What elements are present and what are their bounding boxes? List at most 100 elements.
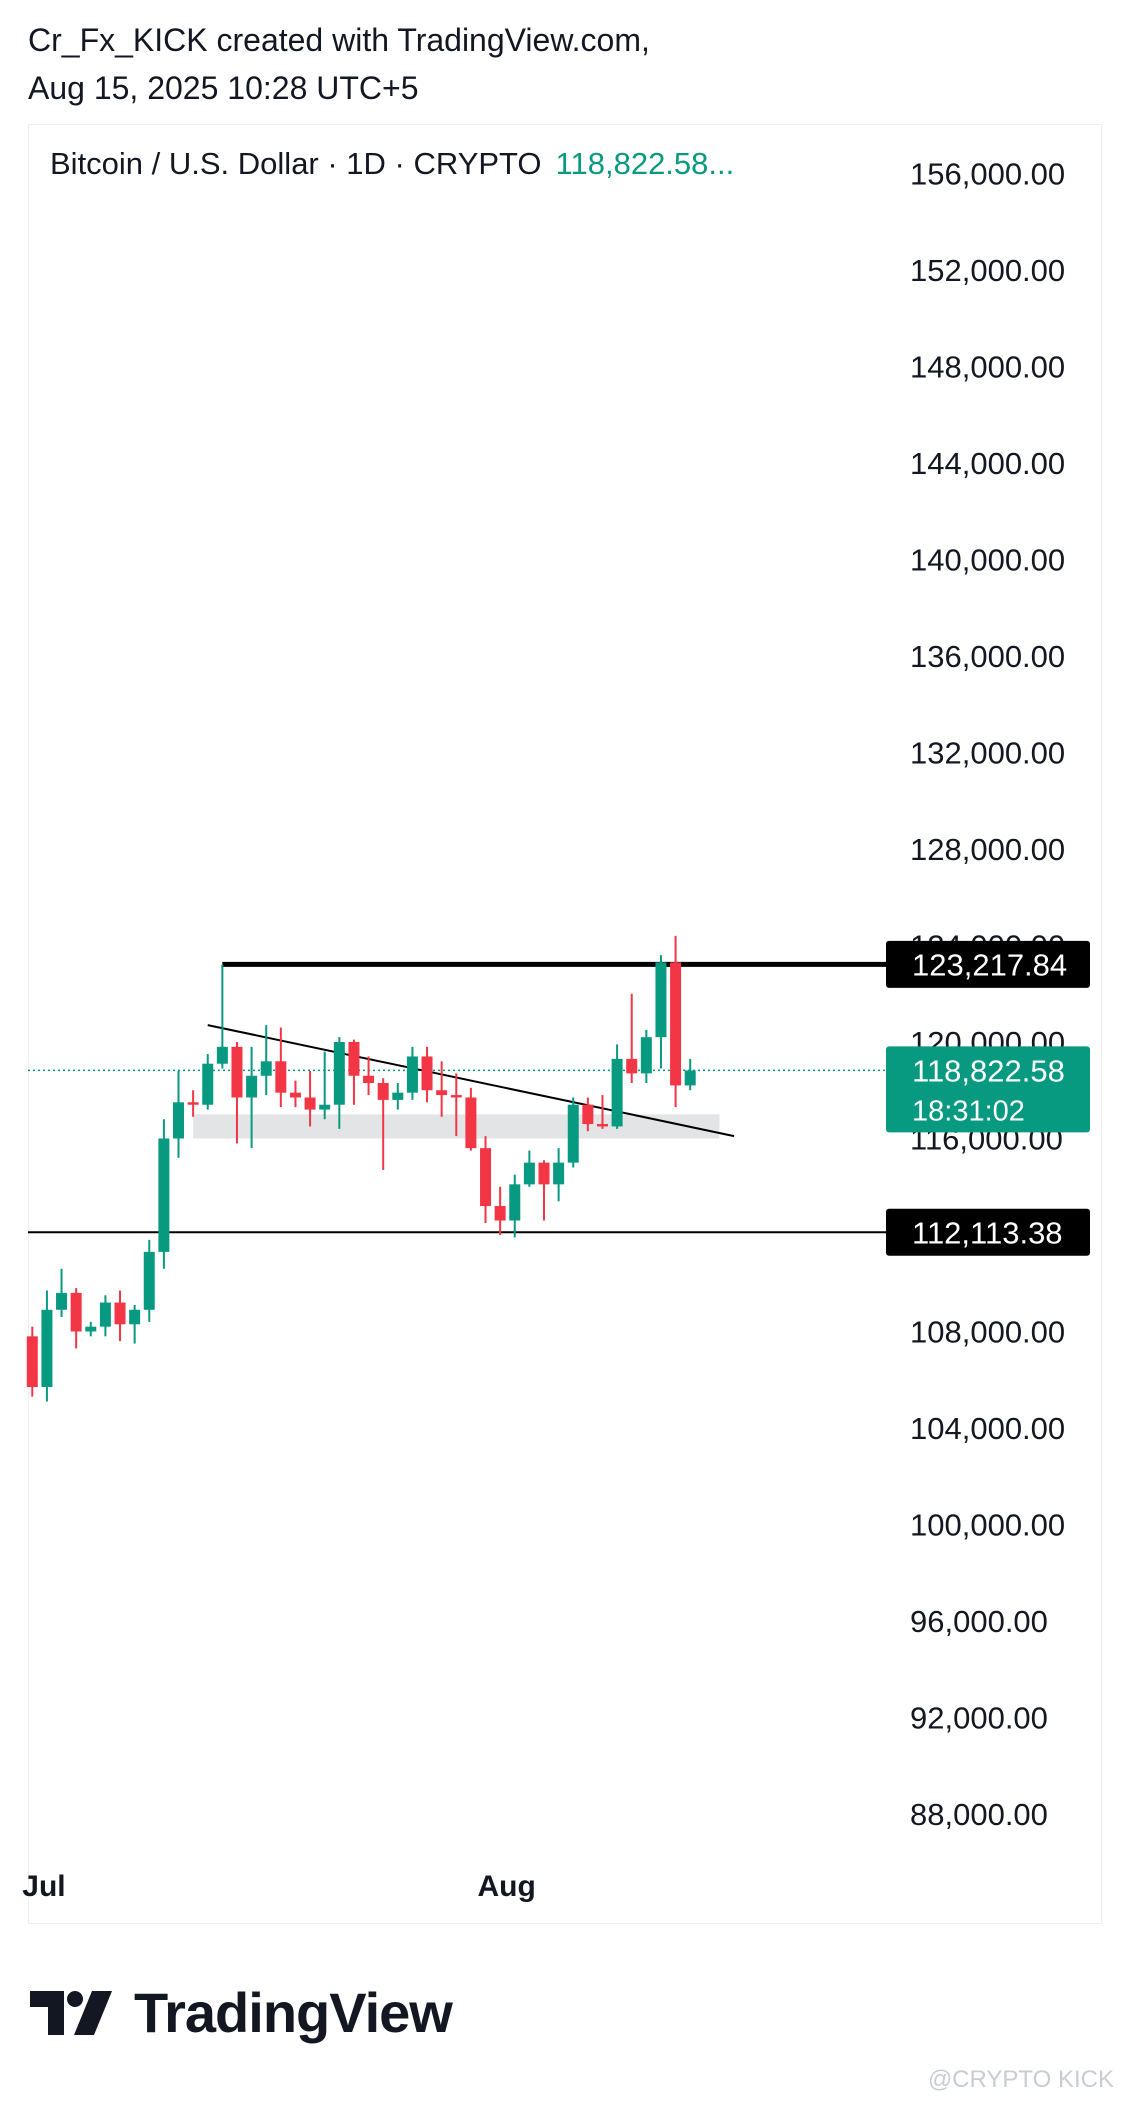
candle-body	[187, 1102, 199, 1105]
price-level-label	[886, 940, 1090, 988]
candle	[85, 1321, 97, 1337]
bar-countdown-text: 18:31:02	[912, 1095, 1025, 1127]
candle-body	[523, 1162, 535, 1185]
candle	[187, 1090, 199, 1117]
last-price-label	[886, 1046, 1090, 1133]
y-tick-label: 156,000.00	[910, 157, 1065, 192]
candle	[523, 1150, 535, 1187]
candle-body	[333, 1042, 345, 1105]
chart-credit-date: Aug 15, 2025 10:28 UTC+5	[28, 70, 419, 106]
candle	[289, 1080, 301, 1108]
candle	[450, 1073, 462, 1137]
candle	[377, 1078, 389, 1170]
y-tick-label: 152,000.00	[910, 253, 1065, 288]
candle	[480, 1136, 492, 1223]
candle	[670, 935, 682, 1108]
candle-body	[494, 1206, 506, 1221]
candle	[421, 1046, 433, 1103]
candle	[509, 1174, 521, 1238]
y-tick-label: 96,000.00	[910, 1604, 1048, 1639]
y-tick-label: 144,000.00	[910, 446, 1065, 481]
candle	[260, 1025, 272, 1096]
candle-body	[596, 1124, 608, 1127]
candle-body	[406, 1056, 418, 1093]
candle-body	[143, 1251, 155, 1310]
candle	[333, 1037, 345, 1129]
candle-body	[363, 1075, 375, 1084]
tradingview-logo[interactable]: TradingView	[30, 1980, 453, 2045]
y-tick-label: 104,000.00	[910, 1411, 1065, 1446]
candle-body	[480, 1148, 492, 1207]
candle-body	[231, 1046, 243, 1098]
candle	[56, 1268, 68, 1318]
descending-trendline	[207, 1024, 735, 1138]
chart-credit-author: Cr_Fx_KICK created with TradingView.com,	[28, 22, 650, 58]
candle	[582, 1097, 594, 1132]
candle	[640, 1029, 652, 1084]
candle-body	[538, 1162, 550, 1185]
candle-body	[450, 1095, 462, 1098]
candle	[99, 1295, 111, 1337]
candle-body	[56, 1292, 68, 1310]
candle-body	[348, 1042, 360, 1076]
symbol-legend: Bitcoin / U.S. Dollar · 1D · CRYPTO 118,8…	[50, 146, 734, 182]
candle-body	[85, 1326, 97, 1332]
candle-body	[26, 1336, 38, 1387]
y-tick-label: 148,000.00	[910, 350, 1065, 385]
candle-body	[260, 1061, 272, 1076]
candle	[275, 1027, 287, 1108]
candle	[202, 1054, 214, 1110]
candle	[611, 1044, 623, 1129]
candle	[304, 1070, 316, 1127]
x-tick-label: Jul	[22, 1870, 65, 1903]
y-tick-label: 136,000.00	[910, 639, 1065, 674]
price-level-label	[886, 1208, 1090, 1256]
candle-body	[436, 1090, 448, 1096]
candle	[392, 1083, 404, 1110]
candle-body	[421, 1056, 433, 1091]
last-price-text: 118,822.58	[912, 1053, 1065, 1088]
candle	[216, 964, 228, 1069]
candle-body	[304, 1097, 316, 1110]
candle-body	[684, 1070, 696, 1086]
candle	[348, 1039, 360, 1105]
candle	[465, 1087, 477, 1151]
candle-body	[670, 962, 682, 1086]
candle-body	[70, 1292, 82, 1332]
candle-body	[216, 1046, 228, 1064]
candle	[363, 1056, 375, 1096]
candle-body	[173, 1102, 184, 1139]
candle-body	[567, 1104, 579, 1163]
candle	[319, 1051, 331, 1120]
candle-body	[99, 1302, 111, 1327]
candle	[143, 1239, 155, 1322]
y-tick-label: 100,000.00	[910, 1508, 1065, 1543]
price-level-text: 123,217.84	[912, 947, 1067, 982]
candle	[231, 1042, 243, 1144]
candle-body	[129, 1309, 141, 1325]
candle-body	[158, 1138, 170, 1252]
candle	[567, 1097, 579, 1168]
candle	[158, 1119, 170, 1269]
chart-frame	[28, 124, 1102, 1924]
candle	[655, 955, 667, 1069]
legend-price: 118,822.58...	[555, 146, 735, 181]
candle	[553, 1148, 565, 1202]
y-tick-label: 132,000.00	[910, 736, 1065, 771]
tradingview-logo-icon	[30, 1990, 112, 2035]
candle-body	[246, 1075, 258, 1098]
candle	[596, 1095, 608, 1129]
candle	[70, 1288, 82, 1349]
candle-body	[41, 1309, 53, 1387]
y-tick-label: 92,000.00	[910, 1701, 1048, 1736]
x-tick-label: Aug	[478, 1870, 536, 1903]
candle	[246, 1046, 258, 1149]
candle-body	[114, 1302, 126, 1325]
candle	[626, 993, 638, 1084]
candle	[684, 1058, 696, 1091]
candle-body	[289, 1092, 301, 1098]
candle	[41, 1290, 53, 1402]
candle-body	[392, 1092, 404, 1100]
candle-body	[582, 1104, 594, 1125]
